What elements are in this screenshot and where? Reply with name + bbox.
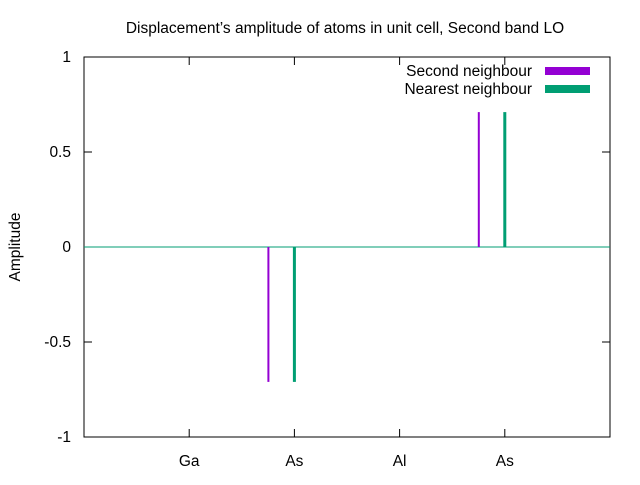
x-tick-label: As	[285, 453, 303, 470]
y-tick-label: -1	[57, 429, 71, 446]
x-tick-label: As	[496, 453, 514, 470]
x-tick-label: Ga	[179, 453, 200, 470]
plot-area: 1 0.5 0 -0.5 -1 Ga As Al As Second neighbourNeare…	[44, 49, 611, 470]
y-tick-label: 0	[62, 239, 71, 256]
legend-swatch	[545, 85, 590, 93]
legend-label: Nearest neighbour	[404, 81, 532, 98]
chart-title: Displacement’s amplitude of atoms in uni…	[126, 20, 564, 37]
bar	[292, 247, 296, 382]
y-axis-label: Amplitude	[7, 213, 24, 282]
bar	[477, 112, 480, 247]
legend-swatch	[545, 67, 590, 75]
bar	[503, 112, 507, 247]
x-tick-label: Al	[393, 453, 407, 470]
legend-label: Second neighbour	[406, 63, 532, 80]
bar	[267, 247, 270, 382]
y-tick-label: 1	[62, 49, 71, 66]
y-tick-label: -0.5	[44, 334, 71, 351]
y-tick-label: 0.5	[49, 144, 71, 161]
